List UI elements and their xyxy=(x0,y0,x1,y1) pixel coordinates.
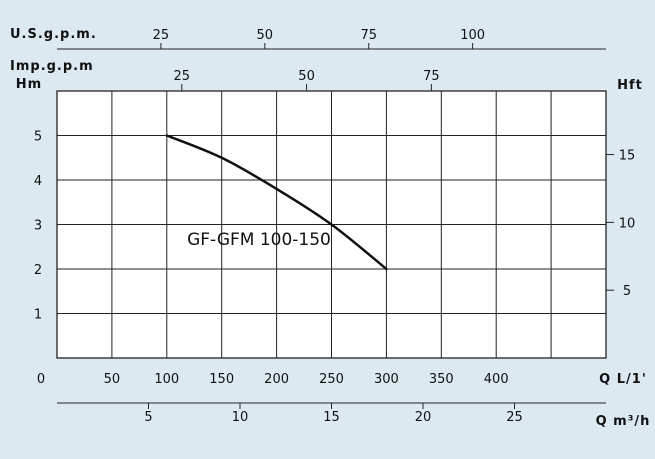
y-tick-label: 4 xyxy=(34,174,42,189)
x-tick-label: 150 xyxy=(209,372,234,387)
x-tick-label: 300 xyxy=(374,372,399,387)
m3h-tick-label: 5 xyxy=(144,410,152,425)
x-tick-label: 400 xyxy=(484,372,509,387)
x-tick-label: 350 xyxy=(429,372,454,387)
imp-gpm-axis-label: Imp.g.p.m xyxy=(10,59,94,74)
series-line-0 xyxy=(165,134,388,271)
x-tick-label: 200 xyxy=(264,372,289,387)
axes xyxy=(57,43,614,409)
imp-gpm-tick-label: 50 xyxy=(298,69,315,84)
us-gpm-tick-label: 100 xyxy=(460,28,485,43)
m3h-tick-label: 10 xyxy=(232,410,249,425)
x-axis-label: Q L/1' xyxy=(599,372,647,387)
x-tick-label: 250 xyxy=(319,372,344,387)
x-tick-label: 50 xyxy=(104,372,121,387)
y2-tick-label: 15 xyxy=(619,149,636,164)
y-tick-label: 1 xyxy=(34,308,42,323)
y-axis-label: Hm xyxy=(16,77,42,92)
imp-gpm-tick-label: 75 xyxy=(423,69,440,84)
series-layer xyxy=(165,134,388,271)
y2-tick-label: 5 xyxy=(623,284,631,299)
m3h-tick-label: 15 xyxy=(323,410,340,425)
imp-gpm-tick-label: 25 xyxy=(174,69,191,84)
us-gpm-tick-label: 50 xyxy=(257,28,274,43)
y-tick-label: 2 xyxy=(34,263,42,278)
us-gpm-tick-label: 25 xyxy=(153,28,170,43)
y-tick-label: 5 xyxy=(34,130,42,145)
y2-tick-label: 10 xyxy=(619,216,636,231)
us-gpm-axis-label: U.S.g.p.m. xyxy=(10,27,97,42)
y2-axis-label: Hft xyxy=(617,78,643,93)
grid xyxy=(56,90,607,359)
x-tick-label: 100 xyxy=(154,372,179,387)
us-gpm-tick-label: 75 xyxy=(360,28,377,43)
series-label: GF-GFM 100-150 xyxy=(187,230,331,250)
m3h-axis-label: Q m³/h xyxy=(596,414,651,429)
m3h-tick-label: 20 xyxy=(415,410,432,425)
labels: 0 50 100 150 200 250 300 350 400 Q L/1' 1 2 3 4 5 Hm 5 10… xyxy=(10,27,651,429)
x-tick-label: 0 xyxy=(37,372,45,387)
m3h-tick-label: 25 xyxy=(506,410,523,425)
y-tick-label: 3 xyxy=(34,219,42,234)
